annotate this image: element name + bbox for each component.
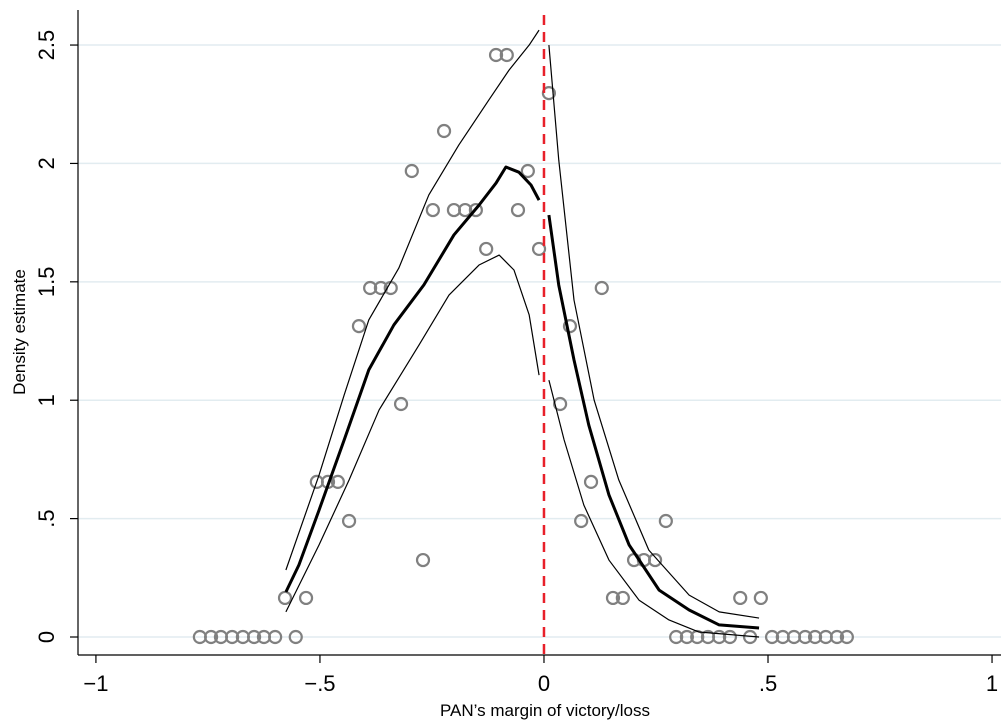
y-tick-label: 0: [34, 631, 59, 643]
scatter-point: [393, 396, 409, 412]
scatter-point: [615, 590, 630, 606]
scatter-point: [647, 552, 663, 568]
scatter-point: [764, 629, 780, 645]
scatter-point: [562, 319, 578, 334]
scatter-point: [839, 629, 854, 645]
x-tick-label: −.5: [304, 671, 335, 696]
scatter-point: [574, 513, 589, 529]
scatter-point: [679, 629, 695, 645]
y-tick-label: 2.5: [34, 30, 59, 61]
scatter-point: [594, 280, 609, 296]
scatter-point: [479, 241, 494, 257]
scatter-point: [753, 590, 768, 606]
scatter-point: [658, 513, 673, 529]
fit-line: [548, 44, 760, 619]
scatter-point: [798, 629, 813, 645]
scatter-point: [351, 319, 367, 334]
scatter-point: [605, 590, 621, 606]
scatter-point: [458, 202, 473, 218]
scatter-point: [520, 163, 535, 179]
scatter-point: [404, 163, 419, 179]
x-tick-label: .5: [759, 671, 777, 696]
scatter-point: [712, 629, 727, 645]
scatter-point: [425, 202, 440, 218]
y-axis-title: Density estimate: [10, 269, 29, 395]
x-tick-label: 0: [538, 671, 550, 696]
y-tick-label: 1.5: [34, 267, 59, 298]
scatter-point: [225, 629, 240, 645]
scatter-point: [541, 86, 557, 101]
scatter-point: [436, 123, 452, 139]
scatter-point: [363, 280, 378, 296]
scatter-point: [268, 629, 283, 645]
scatter-point: [246, 629, 262, 645]
x-tick-label: 1: [986, 671, 998, 696]
scatter-point: [669, 629, 684, 645]
scatter-point: [415, 552, 431, 568]
scatter-point: [468, 202, 483, 218]
scatter-point: [499, 47, 514, 63]
scatter-point: [510, 202, 526, 218]
fit-line: [285, 29, 540, 571]
scatter-point: [203, 629, 219, 645]
scatter-point: [553, 396, 568, 412]
fit-line: [548, 379, 760, 638]
x-tick-label: −1: [83, 671, 108, 696]
scatter-point: [733, 590, 748, 606]
scatter-point: [488, 47, 504, 63]
y-tick-label: 1: [34, 394, 59, 406]
scatter-point: [807, 629, 823, 645]
scatter-point: [829, 629, 845, 645]
scatter-point: [341, 513, 357, 529]
fit-line: [284, 165, 541, 593]
scatter-point: [277, 590, 293, 606]
scatter-point: [583, 474, 599, 490]
fit-line: [547, 214, 760, 630]
x-axis-title: PAN’s margin of victory/loss: [440, 701, 650, 720]
scatter-point: [330, 474, 345, 490]
scatter-point: [298, 590, 314, 606]
y-tick-label: 2: [34, 157, 59, 169]
scatter-point: [531, 241, 547, 257]
scatter-point: [722, 629, 738, 645]
y-tick-label: .5: [34, 509, 59, 527]
scatter-point: [288, 629, 303, 645]
fit-line: [285, 254, 540, 613]
